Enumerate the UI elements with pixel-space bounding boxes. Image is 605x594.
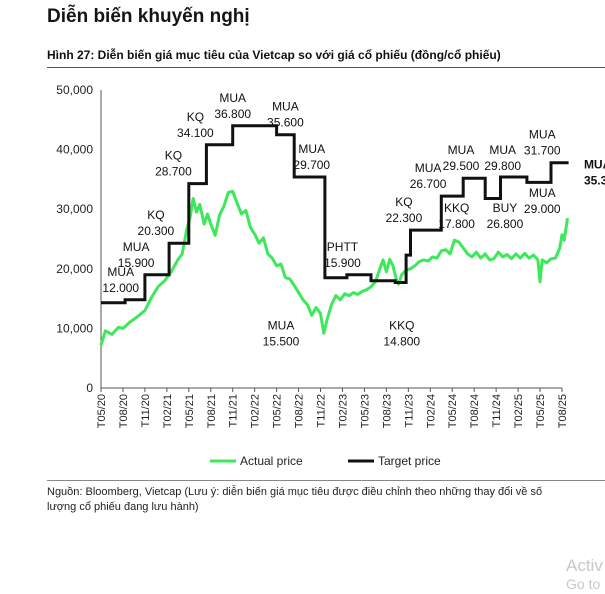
annotation-label: KKQ bbox=[444, 201, 469, 215]
caption-divider bbox=[47, 67, 605, 68]
x-tick-label: T02/24 bbox=[425, 394, 437, 428]
x-tick-label: T08/24 bbox=[469, 394, 481, 428]
y-tick-label: 20,000 bbox=[56, 262, 93, 276]
annotation-label: MUA bbox=[529, 186, 556, 200]
x-tick-label: T08/21 bbox=[206, 394, 218, 428]
annotation-label: MUA bbox=[219, 91, 246, 105]
x-tick-label: T02/23 bbox=[337, 394, 349, 428]
figure-caption: Hình 27: Diễn biến giá mục tiêu của Viet… bbox=[47, 48, 501, 62]
x-tick-label: T11/21 bbox=[228, 394, 240, 427]
y-tick-label: 30,000 bbox=[56, 202, 93, 216]
price-chart: 0 10,000 20,000 30,000 40,000 50,000 T05/20 T08… bbox=[56, 83, 605, 468]
annotation-label: PHTT bbox=[327, 240, 359, 254]
section-heading: Diễn biến khuyến nghị bbox=[47, 6, 250, 27]
annotation-value: 35.600 bbox=[267, 116, 304, 130]
annotation-value: 15.900 bbox=[324, 256, 361, 270]
annotation-value: 36.800 bbox=[214, 107, 251, 121]
x-tick-label: T02/21 bbox=[162, 394, 174, 428]
annotation-label: MUA bbox=[268, 319, 295, 333]
annotation-value: 14.800 bbox=[383, 335, 420, 349]
y-tick-label: 10,000 bbox=[56, 321, 93, 335]
legend-actual-label: Actual price bbox=[240, 454, 303, 468]
x-tick-label: T08/22 bbox=[294, 394, 306, 428]
x-tick-label: T08/20 bbox=[118, 394, 130, 428]
annotation-label: MUA bbox=[584, 157, 605, 171]
annotation-value: 15.500 bbox=[263, 335, 300, 349]
legend-target-label: Target price bbox=[378, 454, 441, 468]
annotation-label: MUA bbox=[298, 142, 325, 156]
source-divider bbox=[47, 480, 605, 481]
x-tick-label: T11/22 bbox=[316, 394, 328, 427]
x-tick-label: T05/22 bbox=[272, 394, 284, 428]
annotation-label: MUA bbox=[489, 143, 516, 157]
annotation-value: 29.800 bbox=[484, 159, 521, 173]
x-tick-label: T05/23 bbox=[359, 394, 371, 428]
x-tick-label: T05/24 bbox=[447, 394, 459, 428]
target-price-line bbox=[101, 124, 569, 305]
x-tick-label: T08/25 bbox=[557, 394, 569, 428]
annotation-value: 26.700 bbox=[410, 177, 447, 191]
annotation-value: 20.300 bbox=[138, 224, 175, 238]
annotation-label: MUA bbox=[415, 161, 442, 175]
annotation-value: 22.300 bbox=[386, 211, 423, 225]
annotation-label: MUA bbox=[448, 143, 475, 157]
annotation-label: KKQ bbox=[389, 319, 414, 333]
actual-price-line bbox=[99, 189, 569, 346]
annotation-value: 12.000 bbox=[102, 281, 139, 295]
annotation-value: 15.900 bbox=[118, 256, 155, 270]
annotation-label: KQ bbox=[395, 195, 412, 209]
x-tick-label: T11/20 bbox=[140, 394, 152, 427]
x-tick-label: T02/22 bbox=[250, 394, 262, 428]
annotation-value: 29.000 bbox=[524, 202, 561, 216]
x-tick-label: T05/25 bbox=[535, 394, 547, 428]
x-tick-label: T11/23 bbox=[403, 394, 415, 427]
annotation-value: 35.300 bbox=[584, 173, 605, 187]
y-tick-label: 50,000 bbox=[56, 83, 93, 97]
source-note: Nguồn: Bloomberg, Vietcap (Lưu ý: diễn b… bbox=[47, 486, 543, 513]
annotation-label: KQ bbox=[187, 110, 204, 124]
x-tick-label: T11/24 bbox=[491, 394, 503, 427]
x-tick-label: T05/21 bbox=[184, 394, 196, 428]
y-tick-label: 40,000 bbox=[56, 143, 93, 157]
annotation-label: MUA bbox=[529, 128, 556, 142]
watermark-line-2: Go to bbox=[566, 576, 601, 592]
annotation-label: KQ bbox=[165, 149, 182, 163]
annotation-value: 29.500 bbox=[443, 159, 480, 173]
annotation-value: 28.700 bbox=[155, 165, 192, 179]
annotation-label: MUA bbox=[272, 100, 299, 114]
annotation-value: 29.700 bbox=[293, 158, 330, 172]
annotation-label: MUA bbox=[107, 265, 134, 279]
x-tick-label: T08/23 bbox=[381, 394, 393, 428]
annotation-label: KQ bbox=[147, 208, 164, 222]
x-tick-label: T02/25 bbox=[513, 394, 525, 428]
annotation-value: 31.700 bbox=[524, 144, 561, 158]
annotation-value: 34.100 bbox=[177, 126, 214, 140]
watermark-line-1: Activ bbox=[566, 556, 603, 575]
activation-watermark: Activ Go to bbox=[566, 556, 603, 594]
annotation-label: MUA bbox=[123, 240, 150, 254]
y-tick-label: 0 bbox=[86, 381, 93, 395]
annotation-label: BUY bbox=[493, 201, 518, 215]
annotation-value: 17.800 bbox=[438, 217, 475, 231]
annotation-value: 26.800 bbox=[487, 217, 524, 231]
x-tick-label: T05/20 bbox=[96, 394, 108, 428]
